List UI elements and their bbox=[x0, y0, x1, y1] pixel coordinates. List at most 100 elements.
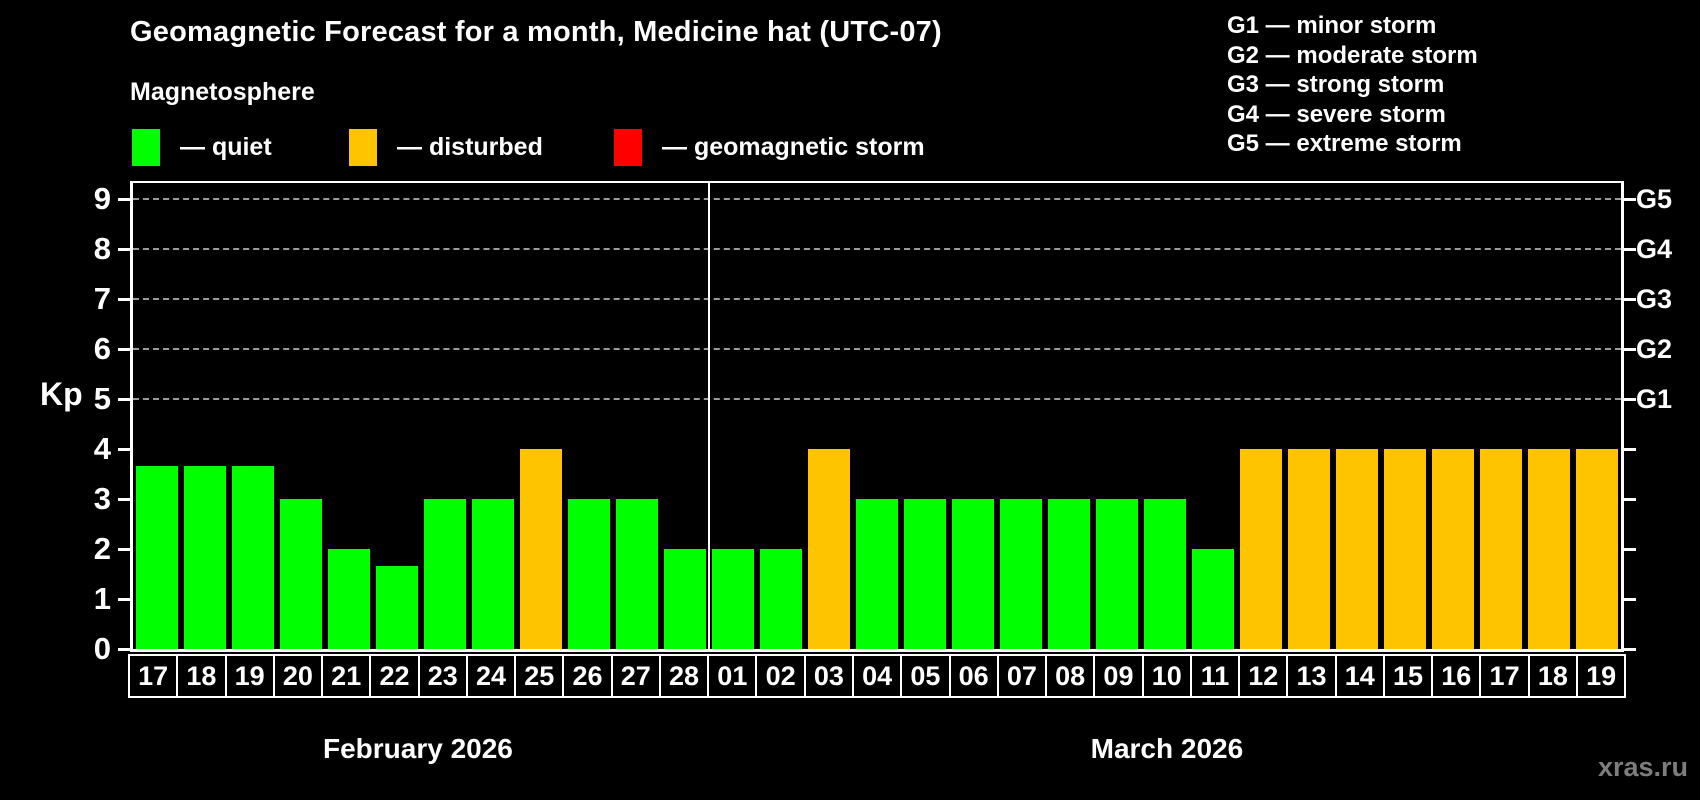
y-tick-left-4 bbox=[118, 448, 131, 451]
month-labels: February 2026 March 2026 bbox=[128, 733, 1626, 765]
kp-bar-5 bbox=[328, 549, 370, 649]
plot-area: G1 G2 G3 G4 G5 0 1 2 3 4 5 6 7 8 9 bbox=[94, 181, 1672, 666]
y-tick-right-3 bbox=[1623, 498, 1636, 501]
day-cell-2: 18 bbox=[176, 656, 225, 696]
chart-title: Geomagnetic Forecast for a month, Medici… bbox=[130, 16, 942, 48]
day-cell-17: 05 bbox=[900, 656, 949, 696]
kp-bar-26 bbox=[1336, 449, 1378, 649]
g-axis-label-g2: G2 bbox=[1636, 334, 1673, 364]
g-legend-row-g1: G1 — minor storm bbox=[1227, 12, 1437, 39]
y-tick-label-0: 0 bbox=[93, 631, 111, 666]
day-cell-23: 11 bbox=[1189, 656, 1239, 696]
y-tick-label-3: 3 bbox=[93, 481, 111, 516]
y-tick-right-9 bbox=[1623, 198, 1636, 201]
kp-bar-20 bbox=[1048, 499, 1090, 649]
g-axis-label-g4: G4 bbox=[1636, 234, 1673, 264]
kp-bar-27 bbox=[1384, 449, 1426, 649]
day-cell-7: 23 bbox=[417, 656, 466, 696]
y-tick-label-4: 4 bbox=[93, 431, 111, 466]
kp-bar-4 bbox=[280, 499, 322, 649]
month-label-1: March 2026 bbox=[1090, 733, 1244, 764]
day-cell-20: 08 bbox=[1045, 656, 1094, 696]
kp-bar-13 bbox=[712, 549, 754, 649]
y-tick-left-6 bbox=[118, 348, 131, 351]
legend-label-disturbed: — disturbed bbox=[397, 133, 543, 161]
kp-bar-17 bbox=[904, 499, 946, 649]
y-tick-right-8 bbox=[1623, 248, 1636, 251]
day-cell-18: 06 bbox=[948, 656, 997, 696]
kp-bar-29 bbox=[1480, 449, 1522, 649]
y-tick-right-0 bbox=[1623, 648, 1636, 651]
day-cell-11: 27 bbox=[610, 656, 659, 696]
quiet-swatch-icon bbox=[132, 129, 160, 166]
gridline-kp7 bbox=[133, 298, 1621, 300]
gridline-kp8 bbox=[133, 248, 1621, 250]
kp-bar-21 bbox=[1096, 499, 1138, 649]
g-legend-row-g5: G5 — extreme storm bbox=[1227, 130, 1462, 157]
y-tick-right-6 bbox=[1623, 348, 1636, 351]
kp-bar-12 bbox=[664, 549, 706, 649]
y-tick-label-8: 8 bbox=[93, 231, 111, 266]
g-legend-row-g2: G2 — moderate storm bbox=[1227, 41, 1478, 69]
y-tick-label-6: 6 bbox=[93, 331, 111, 366]
y-tick-right-2 bbox=[1623, 548, 1636, 551]
kp-bar-25 bbox=[1288, 449, 1330, 649]
kp-bar-3 bbox=[232, 465, 274, 649]
kp-bar-31 bbox=[1576, 449, 1618, 649]
kp-bar-6 bbox=[376, 565, 418, 649]
day-cell-14: 02 bbox=[755, 656, 804, 696]
day-cell-28: 16 bbox=[1431, 656, 1480, 696]
kp-axis-label: Kp bbox=[40, 376, 83, 412]
kp-bar-16 bbox=[856, 499, 898, 649]
kp-bar-11 bbox=[616, 499, 658, 649]
y-tick-label-9: 9 bbox=[93, 181, 111, 216]
y-tick-right-7 bbox=[1623, 298, 1636, 301]
day-cell-29: 17 bbox=[1479, 656, 1528, 696]
y-tick-left-3 bbox=[118, 498, 131, 501]
kp-bar-19 bbox=[1000, 499, 1042, 649]
y-tick-left-8 bbox=[118, 248, 131, 251]
day-cell-24: 12 bbox=[1238, 656, 1287, 696]
g-axis-label-g5: G5 bbox=[1636, 184, 1673, 214]
g-legend-row-g3: G3 — strong storm bbox=[1227, 71, 1445, 98]
kp-bar-30 bbox=[1528, 449, 1570, 649]
magnetosphere-label: Magnetosphere bbox=[130, 78, 315, 106]
y-tick-right-1 bbox=[1623, 598, 1636, 601]
y-tick-label-1: 1 bbox=[93, 581, 111, 616]
y-tick-label-7: 7 bbox=[93, 281, 111, 316]
y-tick-left-1 bbox=[118, 598, 131, 601]
day-cell-25: 13 bbox=[1286, 656, 1335, 696]
day-cell-22: 10 bbox=[1141, 656, 1190, 696]
day-cell-30: 18 bbox=[1527, 656, 1576, 696]
y-tick-right-4 bbox=[1623, 448, 1636, 451]
legend-label-storm: — geomagnetic storm bbox=[662, 133, 925, 161]
day-cell-26: 14 bbox=[1334, 656, 1383, 696]
g-legend-row-g4: G4 — severe storm bbox=[1227, 100, 1446, 128]
g-scale-legend: G1 — minor storm G2 — moderate storm G3 — … bbox=[1227, 11, 1478, 159]
disturbed-swatch-icon bbox=[349, 129, 377, 166]
day-cell-27: 15 bbox=[1382, 656, 1432, 696]
day-axis: 17 18 19 20 21 22 23 24 25 26 27 28 01 02 03 04 05 06 07 08… bbox=[128, 654, 1626, 698]
g-axis-label-g1: G1 bbox=[1636, 384, 1673, 414]
y-tick-left-2 bbox=[118, 548, 131, 551]
day-cell-21: 09 bbox=[1093, 656, 1142, 696]
kp-bar-9 bbox=[520, 449, 562, 649]
gridline-kp5 bbox=[133, 398, 1621, 400]
kp-bar-18 bbox=[952, 499, 994, 649]
kp-bar-28 bbox=[1432, 449, 1474, 649]
kp-bar-2 bbox=[184, 465, 226, 649]
legend-label-quiet: — quiet bbox=[180, 133, 272, 161]
day-cell-10: 26 bbox=[562, 656, 611, 696]
g-axis-label-g3: G3 bbox=[1636, 284, 1673, 314]
y-tick-left-9 bbox=[118, 198, 131, 201]
month-label-0: February 2026 bbox=[322, 733, 513, 764]
activity-legend: — quiet — disturbed — geomagnetic storm bbox=[0, 129, 1100, 169]
day-cell-6: 22 bbox=[369, 656, 418, 696]
legend-item-quiet: — quiet bbox=[132, 129, 272, 166]
legend-item-disturbed: — disturbed bbox=[349, 129, 543, 166]
day-cell-4: 20 bbox=[272, 656, 322, 696]
watermark: xras.ru bbox=[1597, 752, 1688, 782]
kp-bar-10 bbox=[568, 499, 610, 649]
day-cell-31: 19 bbox=[1575, 656, 1625, 696]
